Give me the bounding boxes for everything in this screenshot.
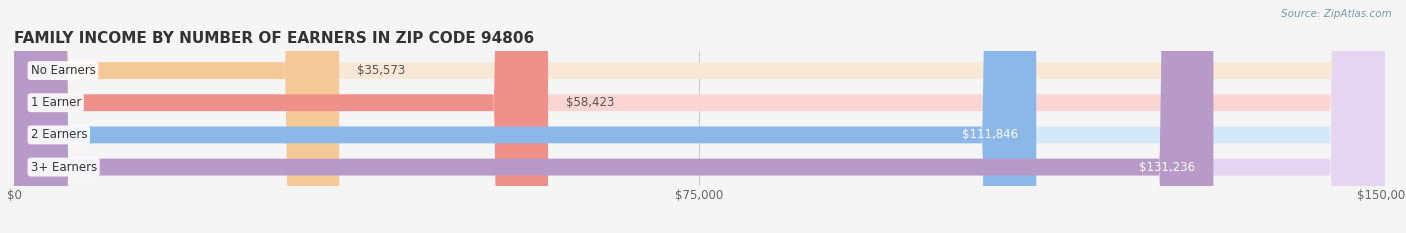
FancyBboxPatch shape [14,0,1385,233]
Text: 3+ Earners: 3+ Earners [31,161,97,174]
Text: $35,573: $35,573 [357,64,406,77]
FancyBboxPatch shape [14,0,1385,233]
Text: $131,236: $131,236 [1139,161,1195,174]
FancyBboxPatch shape [14,0,1385,233]
FancyBboxPatch shape [14,0,1385,233]
FancyBboxPatch shape [14,0,1213,233]
FancyBboxPatch shape [14,0,1036,233]
FancyBboxPatch shape [14,0,339,233]
Text: $58,423: $58,423 [567,96,614,109]
Text: $111,846: $111,846 [962,128,1018,141]
Text: 1 Earner: 1 Earner [31,96,82,109]
Text: 2 Earners: 2 Earners [31,128,87,141]
FancyBboxPatch shape [14,0,548,233]
Text: No Earners: No Earners [31,64,96,77]
Text: FAMILY INCOME BY NUMBER OF EARNERS IN ZIP CODE 94806: FAMILY INCOME BY NUMBER OF EARNERS IN ZI… [14,31,534,46]
Text: Source: ZipAtlas.com: Source: ZipAtlas.com [1281,9,1392,19]
